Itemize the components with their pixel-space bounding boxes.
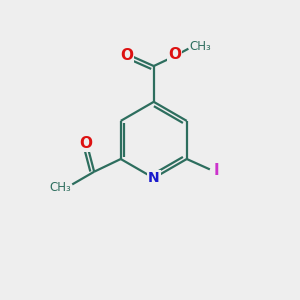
Text: CH₃: CH₃ (190, 40, 211, 53)
Text: N: N (148, 171, 160, 185)
Text: O: O (168, 46, 181, 62)
Text: O: O (80, 136, 93, 151)
Text: I: I (214, 163, 220, 178)
Text: O: O (120, 48, 133, 63)
Text: CH₃: CH₃ (49, 182, 71, 194)
